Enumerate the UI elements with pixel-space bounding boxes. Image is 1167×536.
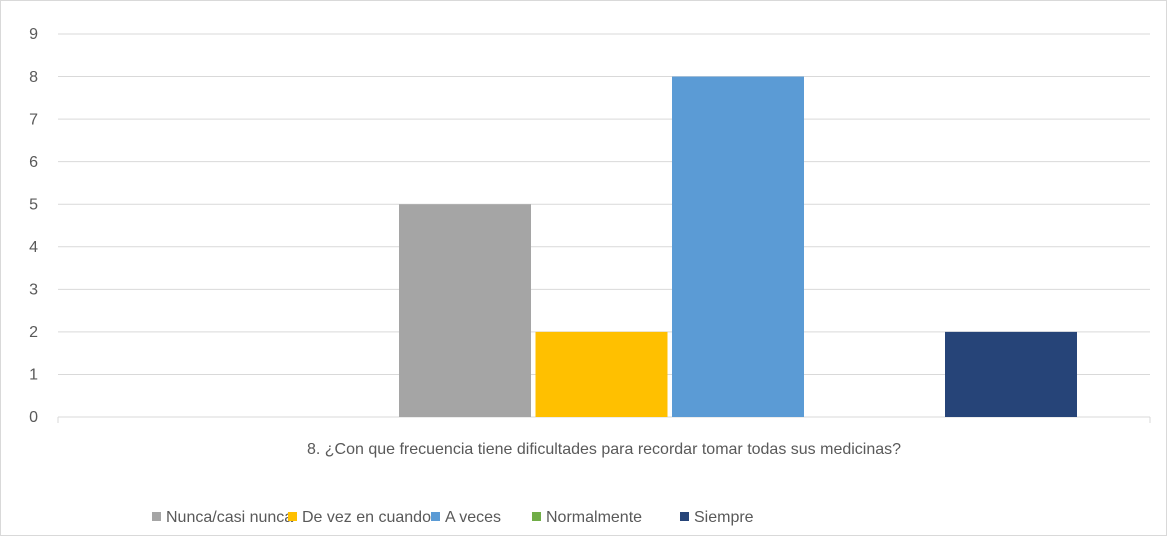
y-tick-label: 0 [29,409,38,426]
legend-label: Siempre [694,509,754,526]
y-tick-label: 1 [29,367,38,384]
y-tick-label: 5 [29,196,38,213]
legend-label: A veces [445,509,501,526]
legend-swatch [152,512,161,521]
y-tick-label: 7 [29,111,38,128]
legend-label: Normalmente [546,509,642,526]
y-tick-label: 2 [29,324,38,341]
legend-label: De vez en cuando [302,509,431,526]
y-tick-label: 6 [29,154,38,171]
bar [945,331,1077,417]
legend-swatch [288,512,297,521]
y-tick-label: 8 [29,69,38,86]
y-tick-label: 9 [29,26,38,43]
bar [535,331,668,417]
y-tick-label: 4 [29,239,38,256]
legend-swatch [431,512,440,521]
legend-label: Nunca/casi nunca [166,509,293,526]
legend-swatch [532,512,541,521]
bar [672,76,804,418]
x-tick-label: 8. ¿Con que frecuencia tiene dificultade… [307,441,901,458]
bar [399,204,531,417]
y-tick-label: 3 [29,282,38,299]
legend-swatch [680,512,689,521]
